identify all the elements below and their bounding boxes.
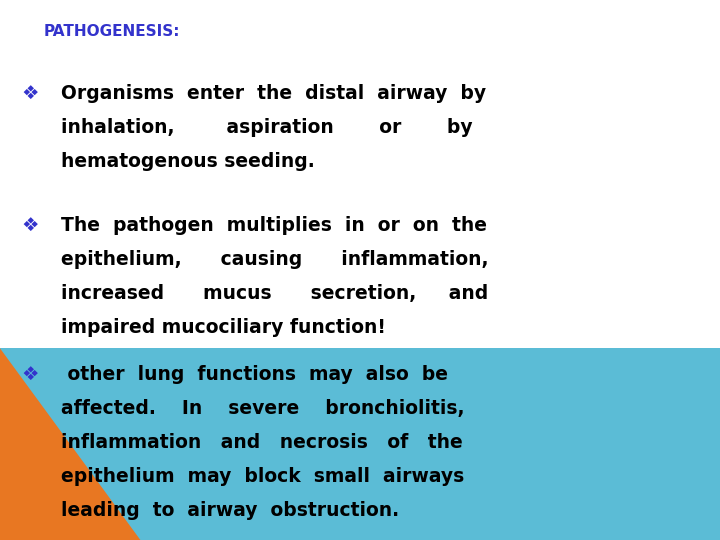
Text: affected.    In    severe    bronchiolitis,: affected. In severe bronchiolitis, (61, 399, 464, 417)
Text: epithelium  may  block  small  airways: epithelium may block small airways (61, 467, 464, 485)
Bar (0, 348, 720, 540)
Text: Organisms  enter  the  distal  airway  by: Organisms enter the distal airway by (61, 84, 486, 103)
Text: ❖: ❖ (22, 364, 39, 383)
Text: increased      mucus      secretion,     and: increased mucus secretion, and (61, 284, 488, 303)
Text: epithelium,      causing      inflammation,: epithelium, causing inflammation, (61, 250, 489, 269)
Text: other  lung  functions  may  also  be: other lung functions may also be (61, 364, 448, 383)
Text: inflammation   and   necrosis   of   the: inflammation and necrosis of the (61, 433, 463, 451)
Text: The  pathogen  multiplies  in  or  on  the: The pathogen multiplies in or on the (61, 216, 487, 235)
Text: inhalation,        aspiration       or       by: inhalation, aspiration or by (61, 118, 473, 137)
Text: PATHOGENESIS:: PATHOGENESIS: (43, 24, 180, 39)
Polygon shape (0, 348, 140, 540)
Text: hematogenous seeding.: hematogenous seeding. (61, 152, 315, 171)
Text: impaired mucociliary function!: impaired mucociliary function! (61, 318, 386, 337)
Text: ❖: ❖ (22, 216, 39, 235)
Text: leading  to  airway  obstruction.: leading to airway obstruction. (61, 501, 400, 519)
Text: ❖: ❖ (22, 84, 39, 103)
